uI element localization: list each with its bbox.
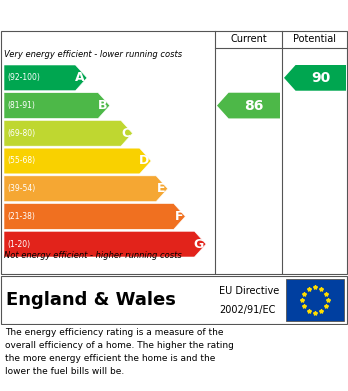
Text: F: F <box>175 210 183 223</box>
Text: C: C <box>121 127 130 140</box>
Text: D: D <box>139 154 149 167</box>
Text: 90: 90 <box>311 71 330 85</box>
Bar <box>286 279 344 321</box>
Polygon shape <box>284 65 346 91</box>
Text: Not energy efficient - higher running costs: Not energy efficient - higher running co… <box>4 251 182 260</box>
Text: (55-68): (55-68) <box>7 156 35 165</box>
Text: (92-100): (92-100) <box>7 74 40 83</box>
Text: (1-20): (1-20) <box>7 240 30 249</box>
Text: (81-91): (81-91) <box>7 101 35 110</box>
Text: The energy efficiency rating is a measure of the
overall efficiency of a home. T: The energy efficiency rating is a measur… <box>5 328 234 375</box>
Text: (39-54): (39-54) <box>7 184 35 193</box>
Text: England & Wales: England & Wales <box>6 291 176 309</box>
Polygon shape <box>4 176 168 202</box>
Text: B: B <box>98 99 108 112</box>
Text: Current: Current <box>230 34 267 44</box>
Polygon shape <box>4 204 185 229</box>
Text: EU Directive: EU Directive <box>219 287 279 296</box>
Text: 2002/91/EC: 2002/91/EC <box>219 305 275 315</box>
Polygon shape <box>4 231 206 257</box>
Text: Potential: Potential <box>293 34 337 44</box>
Text: Very energy efficient - lower running costs: Very energy efficient - lower running co… <box>4 50 182 59</box>
Text: E: E <box>157 182 166 195</box>
Text: A: A <box>76 71 85 84</box>
Polygon shape <box>4 120 133 146</box>
Text: (21-38): (21-38) <box>7 212 35 221</box>
Text: 86: 86 <box>245 99 264 113</box>
Polygon shape <box>4 148 151 174</box>
Text: G: G <box>194 238 204 251</box>
Text: (69-80): (69-80) <box>7 129 35 138</box>
Polygon shape <box>217 93 280 118</box>
Polygon shape <box>4 93 110 118</box>
Polygon shape <box>4 65 87 91</box>
Text: Energy Efficiency Rating: Energy Efficiency Rating <box>10 7 220 23</box>
